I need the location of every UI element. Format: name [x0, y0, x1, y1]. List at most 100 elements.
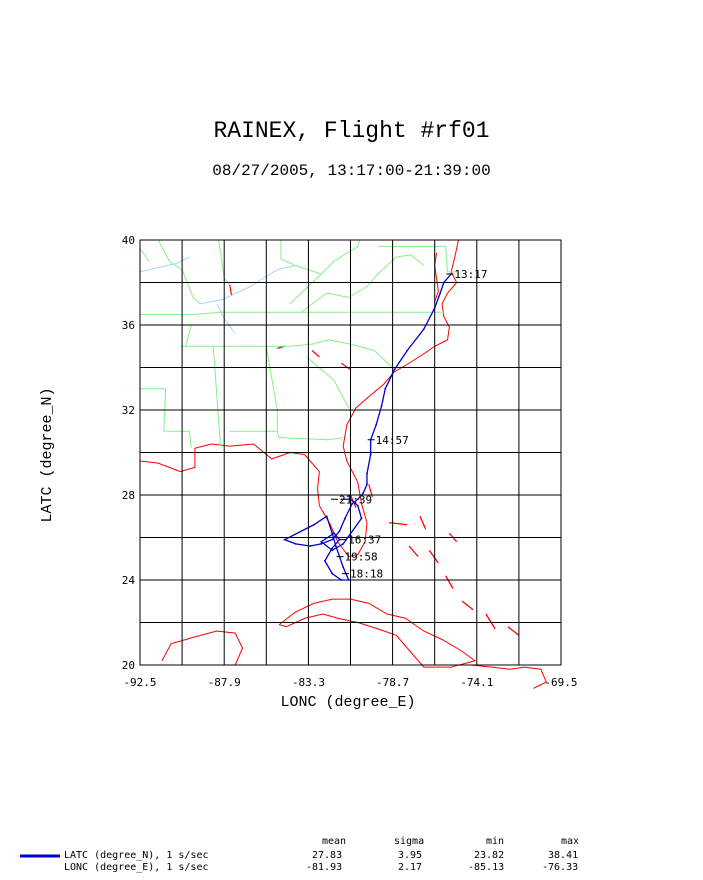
coastline-hispaniola	[471, 664, 548, 689]
track-point	[406, 349, 409, 352]
time-marker-label: 18:18	[350, 568, 383, 581]
track-point	[312, 523, 315, 526]
legend-row-min: -85.13	[468, 862, 505, 873]
state-border	[185, 324, 192, 347]
track-point	[442, 281, 445, 284]
flight-track-line	[283, 273, 452, 581]
coastline-bahamas	[388, 521, 408, 526]
coastline-bay	[434, 252, 439, 302]
track-point	[334, 545, 337, 547]
y-tick-label: 40	[122, 234, 135, 247]
x-tick-label: -69.5	[544, 676, 577, 689]
track-point	[393, 368, 396, 371]
track-point	[331, 538, 334, 541]
y-tick-label: 28	[122, 489, 135, 502]
coastline-bahamas	[419, 515, 427, 530]
track-point	[342, 542, 345, 545]
track-point	[309, 545, 312, 547]
track-point	[439, 292, 442, 295]
track-point	[349, 498, 352, 501]
track-point	[433, 307, 436, 309]
track-point	[294, 542, 297, 545]
coastline-bahamas	[445, 575, 454, 589]
state-border	[289, 239, 361, 305]
map-background	[139, 239, 548, 689]
state-border	[276, 431, 344, 441]
state-border	[157, 239, 201, 305]
track-point	[340, 498, 343, 501]
tick-labels: -92.5 -87.9 -83.3 -78.7 -74.1 -69.5 20 24 28 32 36…	[122, 234, 578, 689]
legend-row-sigma: 2.17	[398, 862, 423, 873]
track-point	[360, 517, 363, 520]
river	[216, 303, 236, 334]
track-point	[384, 387, 387, 390]
coastline-cuba	[278, 598, 477, 668]
lake-outline	[229, 284, 233, 296]
state-border	[140, 311, 444, 315]
y-axis-label: LATC (degree_N)	[39, 387, 56, 522]
state-border	[306, 356, 350, 409]
state-border	[163, 388, 192, 449]
state-border	[139, 248, 150, 262]
track-point	[323, 559, 326, 562]
track-point	[342, 566, 345, 569]
state-border	[377, 245, 459, 273]
x-tick-label: -83.3	[292, 676, 325, 689]
track-point	[356, 504, 359, 507]
track-point	[338, 538, 341, 541]
coastline-bahamas	[485, 613, 496, 630]
state-border	[180, 339, 395, 370]
legend-row-max: -76.33	[542, 862, 579, 873]
time-marker-label: 16:37	[348, 534, 381, 547]
track-point	[325, 515, 328, 518]
legend-row-latc: LATC (degree_N), 1 s/sec 27.83 3.95 23.8…	[0, 850, 703, 862]
track-point	[331, 572, 334, 575]
state-border	[212, 346, 222, 447]
time-marker-label: 13:17	[454, 268, 487, 281]
y-tick-label: 32	[122, 404, 135, 417]
legend-header-sigma: sigma	[394, 836, 425, 847]
legend-header-max: max	[561, 836, 580, 847]
track-point	[362, 491, 365, 494]
x-tick-label: -92.5	[123, 676, 156, 689]
track-point	[369, 453, 372, 456]
coastline-bahamas	[428, 549, 439, 564]
track-point	[331, 549, 334, 552]
time-marker-label: 14:57	[376, 434, 409, 447]
legend-row-lonc: LONC (degree_E), 1 s/sec -81.93 2.17 -85…	[0, 862, 703, 874]
y-tick-label: 36	[122, 319, 135, 332]
x-axis-label: LONC (degree_E)	[280, 694, 415, 711]
coastline-us	[139, 239, 459, 558]
track-point	[283, 538, 286, 541]
legend-row-label: LONC (degree_E), 1 s/sec	[64, 862, 209, 873]
legend-row-mean: -81.93	[306, 862, 343, 873]
time-marker-label: 19:58	[345, 551, 378, 564]
state-border	[229, 346, 278, 432]
track-point	[347, 579, 350, 581]
lake-outline	[311, 350, 320, 358]
grid	[139, 239, 562, 666]
legend-row-mean: 27.83	[312, 850, 343, 861]
track-point	[356, 498, 359, 501]
track-point	[380, 404, 383, 407]
lake-outline	[341, 362, 351, 371]
legend-header-mean: mean	[322, 836, 347, 847]
track-point	[351, 502, 354, 505]
track-point	[344, 517, 346, 520]
coastline-yucatan	[161, 630, 244, 666]
y-tick-label: 20	[122, 659, 135, 672]
state-border	[280, 240, 322, 275]
coastline-bahamas	[408, 545, 419, 558]
track-point	[375, 423, 378, 426]
x-tick-label: -74.1	[460, 676, 493, 689]
legend-row-max: 38.41	[548, 850, 579, 861]
x-tick-label: -87.9	[208, 676, 241, 689]
time-marker-label: 21:39	[339, 493, 372, 506]
y-tick-label: 24	[122, 574, 136, 587]
coastline-bahamas	[461, 600, 474, 611]
track-point	[422, 328, 425, 331]
track-point	[366, 472, 368, 475]
legend-row-label: LATC (degree_N), 1 s/sec	[64, 850, 209, 861]
x-tick-label: -78.7	[376, 676, 409, 689]
